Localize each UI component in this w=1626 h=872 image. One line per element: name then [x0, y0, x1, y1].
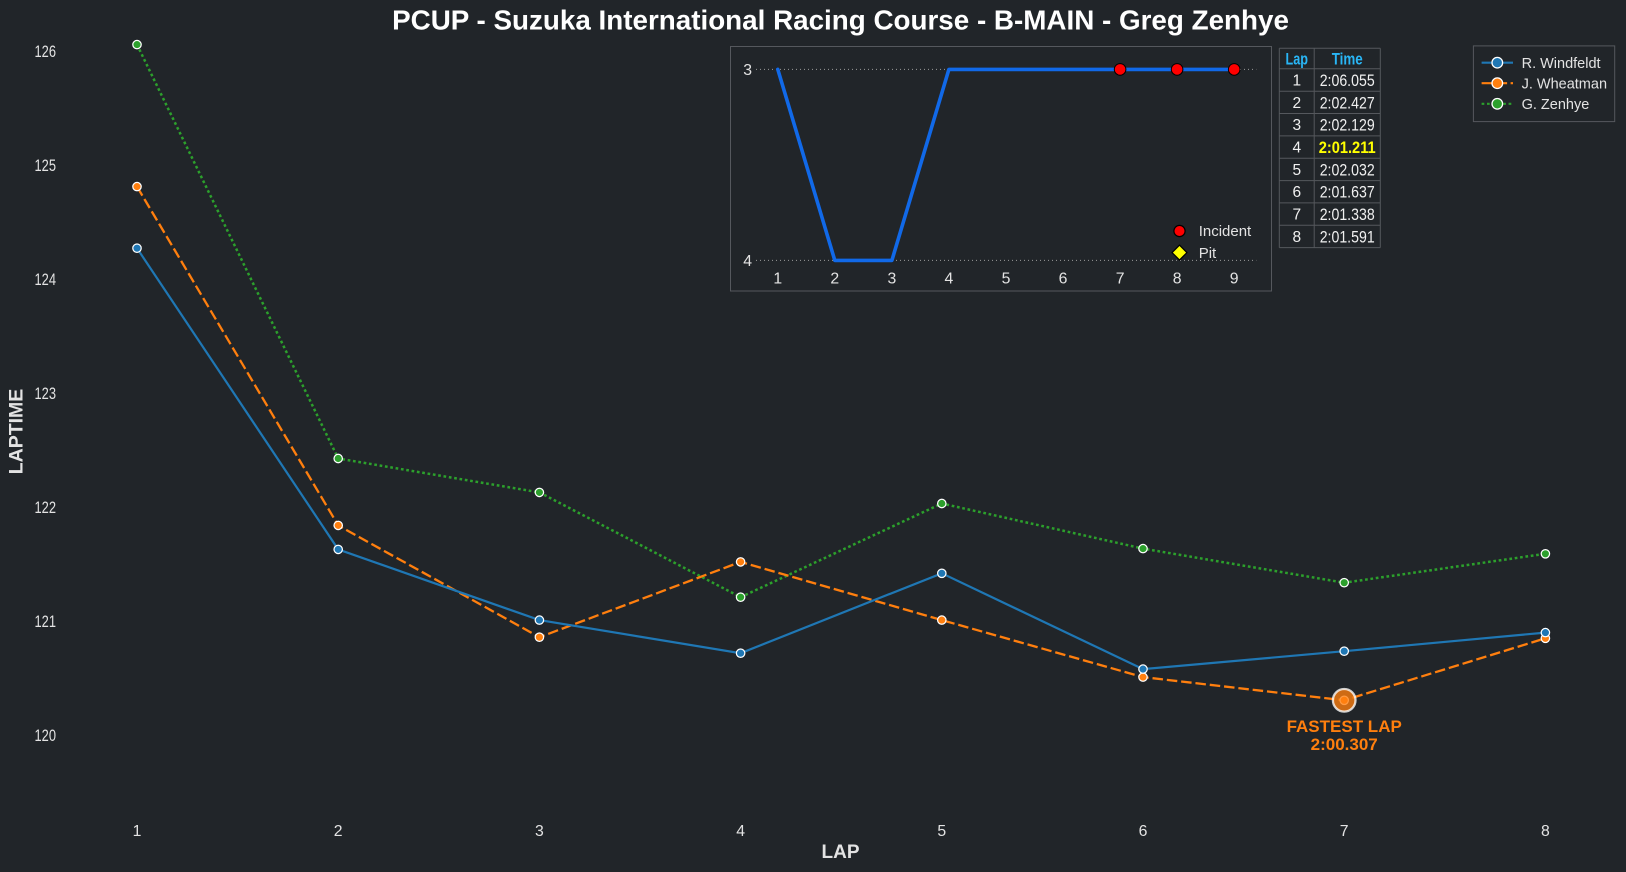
svg-text:4: 4 [1292, 140, 1301, 157]
svg-text:8: 8 [1541, 823, 1550, 840]
svg-text:2:06.055: 2:06.055 [1320, 71, 1375, 90]
svg-text:2:01.211: 2:01.211 [1319, 138, 1376, 157]
svg-text:5: 5 [937, 823, 946, 840]
svg-text:4: 4 [945, 271, 954, 288]
svg-text:J. Wheatman: J. Wheatman [1522, 76, 1607, 92]
svg-text:2:01.338: 2:01.338 [1320, 205, 1375, 224]
svg-text:2:02.427: 2:02.427 [1320, 93, 1375, 112]
svg-text:1: 1 [133, 823, 142, 840]
svg-text:8: 8 [1173, 271, 1182, 288]
svg-text:2:00.307: 2:00.307 [1311, 735, 1378, 754]
svg-text:7: 7 [1116, 271, 1125, 288]
svg-text:LAP: LAP [822, 842, 860, 863]
svg-text:Time: Time [1332, 50, 1363, 69]
svg-text:Pit: Pit [1199, 245, 1217, 262]
svg-text:121: 121 [35, 613, 57, 631]
svg-text:3: 3 [888, 271, 897, 288]
svg-text:126: 126 [35, 43, 57, 61]
svg-text:2:01.591: 2:01.591 [1320, 227, 1375, 246]
svg-text:LAPTIME: LAPTIME [6, 389, 28, 475]
svg-text:1: 1 [773, 271, 782, 288]
svg-text:2:02.129: 2:02.129 [1320, 116, 1375, 135]
svg-text:3: 3 [535, 823, 544, 840]
svg-text:120: 120 [35, 727, 57, 745]
svg-text:1: 1 [1292, 73, 1301, 90]
svg-text:9: 9 [1230, 271, 1239, 288]
svg-text:2: 2 [830, 271, 839, 288]
svg-text:Lap: Lap [1286, 50, 1309, 69]
svg-text:FASTEST LAP: FASTEST LAP [1287, 717, 1402, 736]
svg-text:123: 123 [35, 385, 57, 403]
svg-text:3: 3 [1292, 117, 1301, 134]
svg-text:125: 125 [35, 157, 57, 175]
svg-text:7: 7 [1340, 823, 1349, 840]
svg-text:4: 4 [736, 823, 745, 840]
svg-text:2:01.637: 2:01.637 [1320, 183, 1375, 202]
svg-text:G. Zenhye: G. Zenhye [1522, 97, 1590, 113]
svg-text:2: 2 [1292, 95, 1301, 112]
svg-text:5: 5 [1002, 271, 1011, 288]
svg-text:3: 3 [743, 62, 752, 79]
svg-text:6: 6 [1059, 271, 1068, 288]
svg-text:6: 6 [1292, 184, 1301, 201]
svg-text:PCUP - Suzuka International Ra: PCUP - Suzuka International Racing Cours… [392, 5, 1289, 36]
svg-text:R. Windfeldt: R. Windfeldt [1522, 56, 1601, 72]
svg-text:122: 122 [35, 499, 57, 517]
svg-text:4: 4 [743, 253, 752, 270]
svg-text:2: 2 [334, 823, 343, 840]
svg-text:5: 5 [1292, 162, 1301, 179]
svg-text:8: 8 [1292, 229, 1301, 246]
svg-text:6: 6 [1139, 823, 1148, 840]
svg-text:2:02.032: 2:02.032 [1320, 160, 1375, 179]
svg-text:7: 7 [1292, 207, 1301, 224]
svg-text:Incident: Incident [1199, 223, 1252, 240]
svg-text:124: 124 [35, 271, 57, 289]
